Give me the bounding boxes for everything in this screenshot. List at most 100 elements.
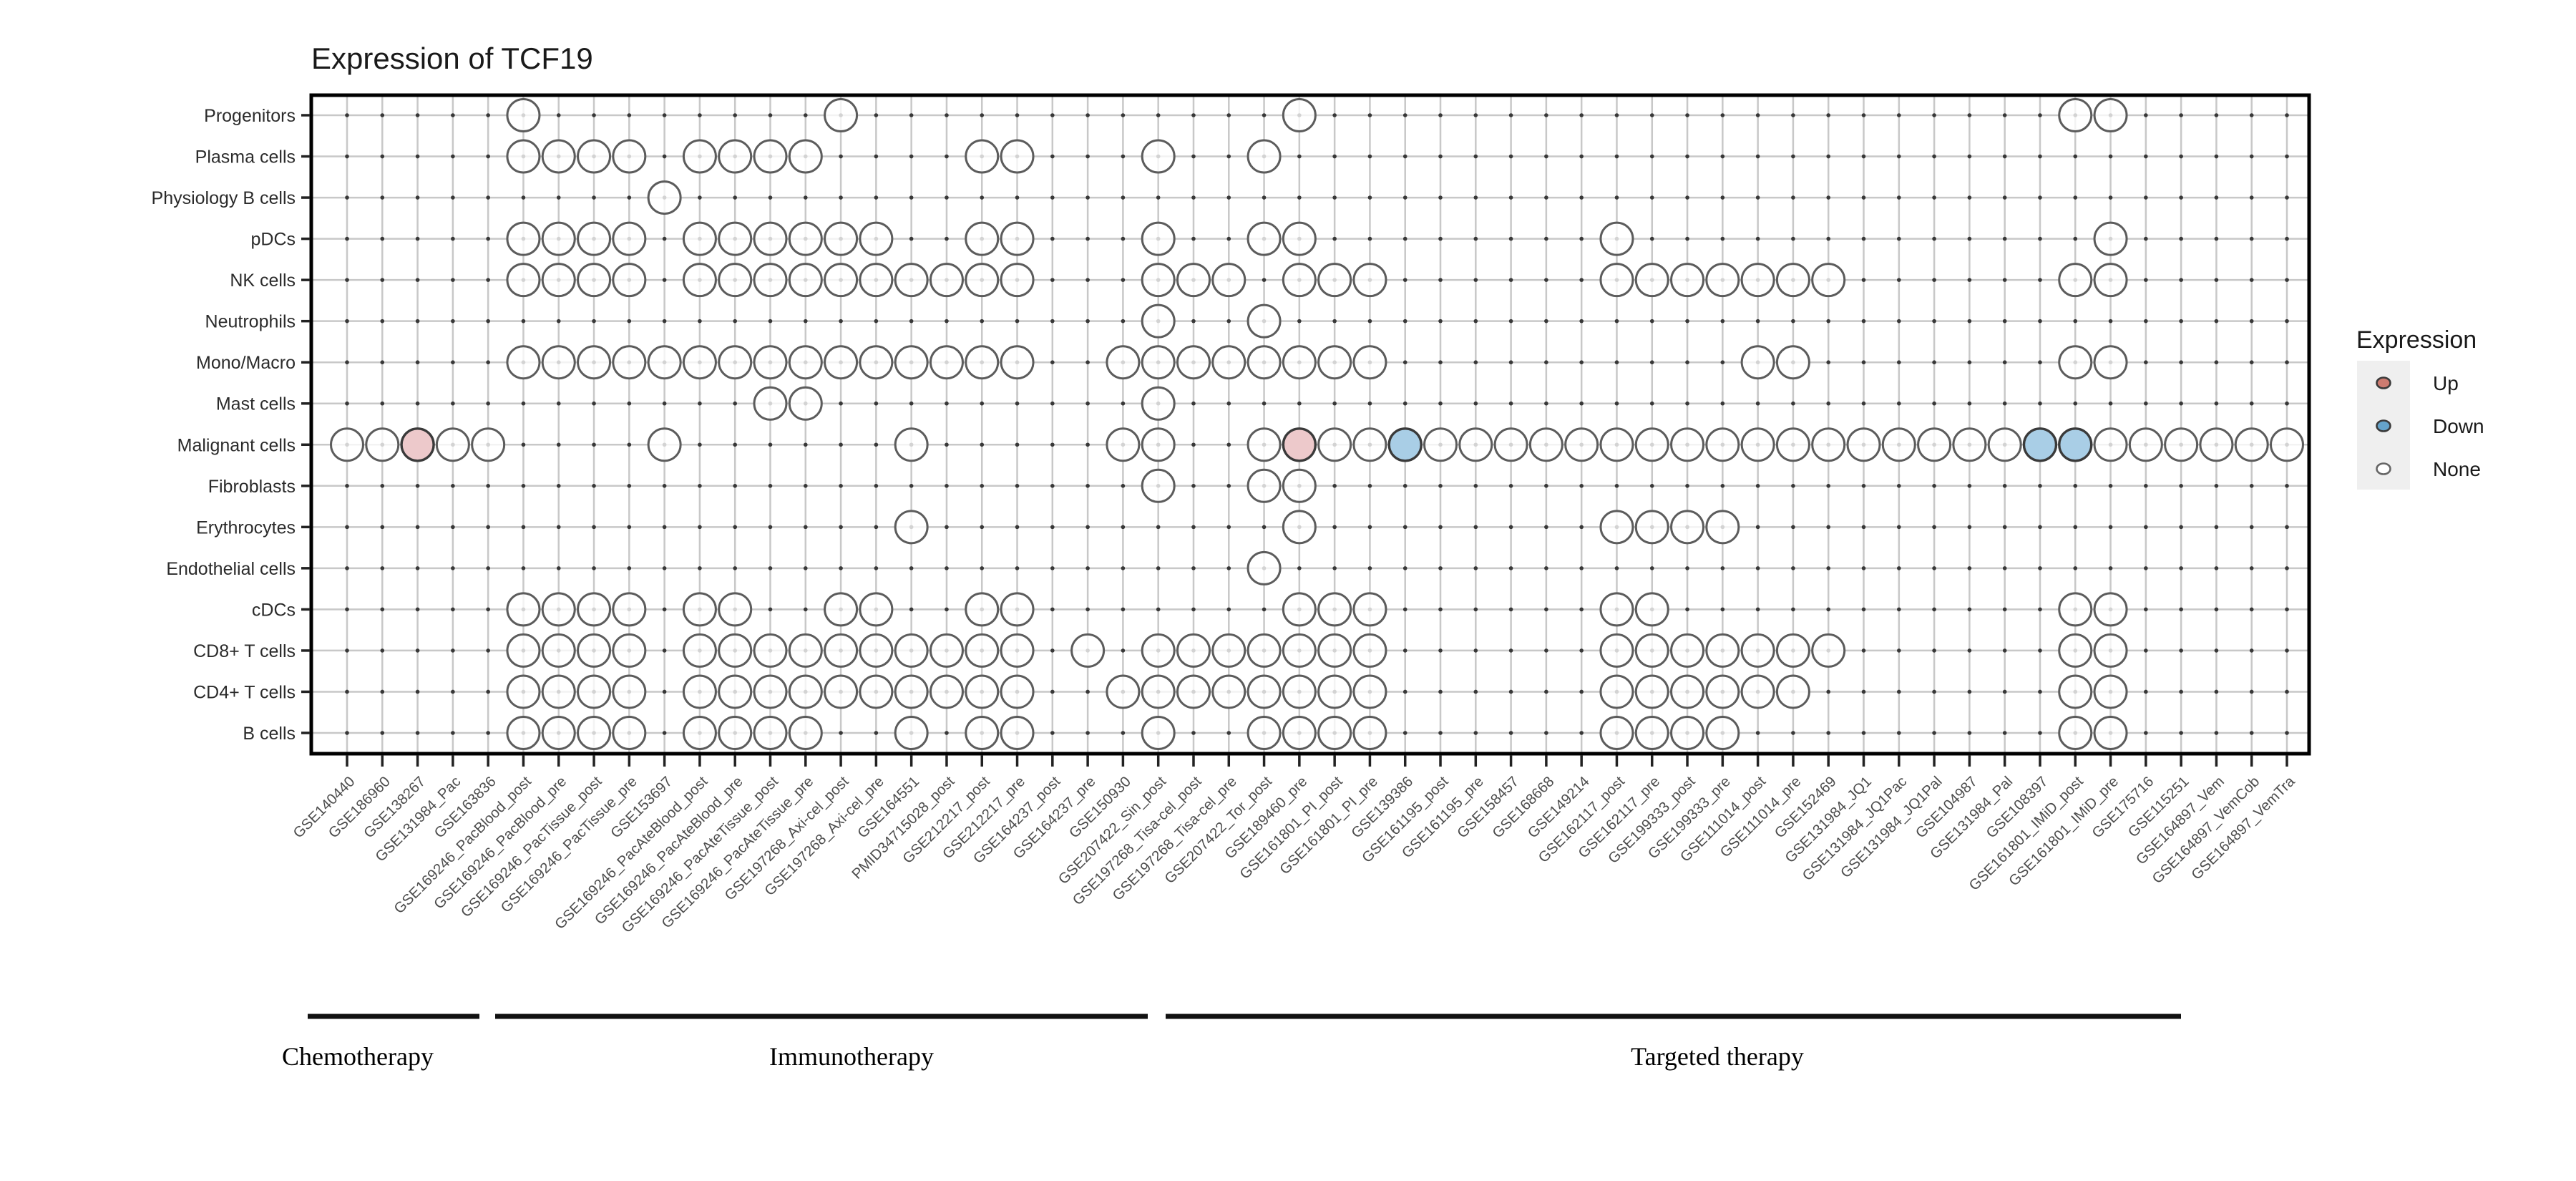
legend-item-label: Down	[2433, 415, 2484, 437]
grid-point	[1720, 236, 1725, 241]
expression-dot	[1352, 592, 1387, 627]
grid-point	[2038, 401, 2042, 406]
expression-dot	[1282, 716, 1317, 750]
expression-dot	[824, 98, 859, 132]
expression-dot	[506, 674, 541, 709]
grid-point	[1402, 113, 1407, 117]
grid-point	[1967, 401, 1972, 406]
grid-point	[1121, 195, 1126, 200]
expression-dot	[1211, 263, 1246, 298]
grid-point	[1473, 525, 1478, 530]
grid-point	[1967, 607, 1972, 612]
grid-point	[1402, 689, 1407, 694]
grid-point	[627, 401, 632, 406]
grid-point	[980, 525, 985, 530]
grid-point	[1755, 607, 1760, 612]
grid-point	[2249, 401, 2254, 406]
grid-point	[1508, 648, 1513, 653]
grid-point	[2002, 360, 2007, 365]
grid-point	[1508, 113, 1513, 117]
grid-point	[1791, 154, 1795, 159]
legend-title: Expression	[2356, 326, 2477, 354]
expression-dot	[541, 592, 576, 627]
expression-dot	[682, 716, 717, 750]
grid-point	[592, 484, 596, 488]
grid-point	[1473, 278, 1478, 282]
expression-dot	[471, 427, 506, 462]
grid-point	[1191, 525, 1196, 530]
grid-point	[1826, 525, 1831, 530]
expression-dot	[1740, 633, 1775, 668]
grid-point	[2002, 566, 2007, 570]
grid-point	[733, 401, 737, 406]
grid-point	[1685, 484, 1689, 488]
expression-dot	[894, 716, 929, 750]
grid-point	[486, 648, 490, 653]
y-axis-label: Mast cells	[216, 394, 296, 414]
grid-point	[1226, 525, 1231, 530]
grid-point	[2179, 607, 2183, 612]
grid-point	[2179, 648, 2183, 653]
grid-point	[874, 113, 879, 117]
grid-point	[1932, 195, 1936, 200]
grid-point	[2179, 566, 2183, 570]
grid-point	[1967, 154, 1972, 159]
grid-point	[874, 319, 879, 324]
grid-point	[839, 484, 843, 488]
grid-point	[1861, 731, 1866, 735]
grid-point	[2249, 236, 2254, 241]
chart-title: Expression of TCF19	[311, 42, 593, 75]
grid-point	[1755, 566, 1760, 570]
grid-point	[451, 195, 455, 200]
expression-dot	[506, 139, 541, 174]
grid-point	[1967, 525, 1972, 530]
grid-point	[2249, 278, 2254, 282]
expression-dot	[1246, 139, 1282, 174]
grid-point	[486, 195, 490, 200]
expression-dot	[1246, 427, 1282, 462]
grid-point	[1050, 360, 1055, 365]
grid-point	[451, 113, 455, 117]
grid-point	[1932, 731, 1936, 735]
grid-point	[874, 525, 879, 530]
grid-point	[2214, 401, 2219, 406]
grid-point	[451, 360, 455, 365]
grid-point	[2214, 566, 2219, 570]
grid-point	[380, 236, 385, 241]
grid-point	[1438, 731, 1443, 735]
grid-point	[1402, 731, 1407, 735]
grid-point	[2144, 154, 2148, 159]
grid-point	[1402, 195, 1407, 200]
grid-point	[662, 401, 667, 406]
grid-point	[1826, 689, 1831, 694]
grid-point	[1614, 566, 1619, 570]
grid-point	[1473, 566, 1478, 570]
grid-point	[1191, 319, 1196, 324]
grid-point	[451, 278, 455, 282]
grid-point	[1438, 689, 1443, 694]
grid-point	[1050, 278, 1055, 282]
grid-point	[698, 319, 702, 324]
grid-point	[2038, 689, 2042, 694]
grid-point	[980, 195, 985, 200]
grid-point	[1015, 319, 1020, 324]
expression-dot	[1176, 633, 1211, 668]
expression-dot	[753, 674, 788, 709]
grid-point	[415, 484, 420, 488]
expression-dot	[929, 345, 964, 380]
grid-point	[345, 607, 349, 612]
grid-point	[1367, 113, 1372, 117]
grid-point	[380, 319, 385, 324]
grid-point	[627, 195, 632, 200]
grid-point	[415, 154, 420, 159]
expression-dot	[894, 510, 929, 545]
y-axis-label: pDCs	[250, 230, 296, 250]
expression-dot	[1599, 592, 1634, 627]
expression-dot	[1246, 550, 1282, 585]
grid-point	[380, 566, 385, 570]
grid-point	[1015, 484, 1020, 488]
expression-dot	[1775, 633, 1810, 668]
grid-point	[733, 566, 737, 570]
grid-point	[1156, 113, 1161, 117]
expression-dot	[1317, 345, 1352, 380]
